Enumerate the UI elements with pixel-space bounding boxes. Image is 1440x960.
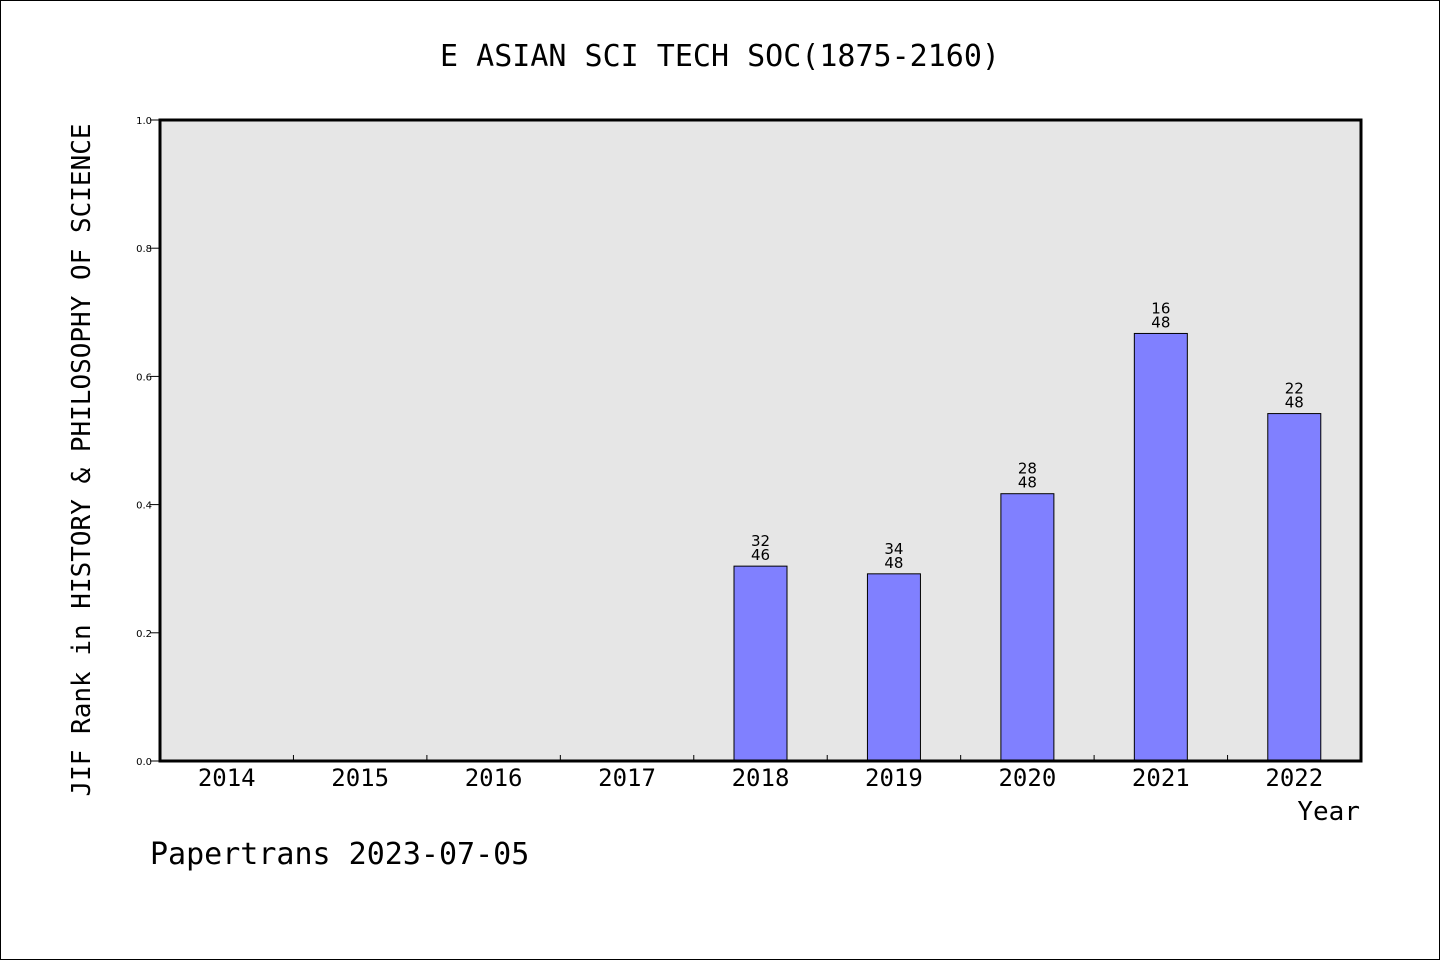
bar-label-rank: 28 (1018, 460, 1037, 478)
bars-group (733, 332, 1322, 762)
footer-credit: Papertrans 2023-07-05 (150, 837, 529, 872)
plot-border (158, 118, 1363, 763)
bar-label-total: 48 (1018, 474, 1037, 492)
y-tick-label: 0.6 (136, 372, 152, 383)
x-tick-label: 2018 (732, 764, 790, 792)
x-tick-label: 2022 (1265, 764, 1323, 792)
x-tick-label: 2015 (331, 764, 389, 792)
y-tick-label: 0.4 (136, 501, 152, 512)
y-axis-label: JIF Rank in HISTORY & PHILOSOPHY OF SCIE… (67, 123, 97, 796)
bar-label-rank: 22 (1285, 380, 1304, 398)
bar-2021 (1133, 332, 1188, 762)
bar-label-rank: 34 (884, 540, 903, 558)
x-tick-label: 2017 (598, 764, 656, 792)
y-tick-label: 0.2 (136, 629, 152, 640)
bar-2022 (1267, 413, 1322, 762)
x-tick-label: 2016 (465, 764, 523, 792)
y-tick-label: 0.0 (136, 757, 152, 768)
bar-label-total: 48 (1151, 313, 1170, 331)
bar-label-rank: 32 (751, 532, 770, 550)
x-axis-ticks: 2014 2015 2016 2017 2018 2019 2020 2021 2022 (198, 755, 1323, 792)
bar-label-total: 48 (884, 554, 903, 572)
y-axis-ticks: 0.0 0.2 0.4 0.6 0.8 1.0 (136, 116, 160, 768)
bar-label-total: 46 (751, 546, 770, 564)
bar-2019 (866, 573, 921, 762)
bar-2020 (1000, 493, 1055, 762)
bar-label-rank: 16 (1151, 299, 1170, 317)
x-axis-label: Year (1297, 797, 1360, 827)
x-tick-label: 2020 (998, 764, 1056, 792)
x-tick-label: 2014 (198, 764, 256, 792)
bar-2018 (733, 565, 788, 762)
x-tick-label: 2021 (1132, 764, 1190, 792)
y-tick-label: 1.0 (136, 116, 152, 127)
bar-label-total: 48 (1285, 394, 1304, 412)
chart-title: E ASIAN SCI TECH SOC(1875-2160) (440, 39, 1000, 74)
x-tick-label: 2019 (865, 764, 923, 792)
y-tick-label: 0.8 (136, 244, 152, 255)
